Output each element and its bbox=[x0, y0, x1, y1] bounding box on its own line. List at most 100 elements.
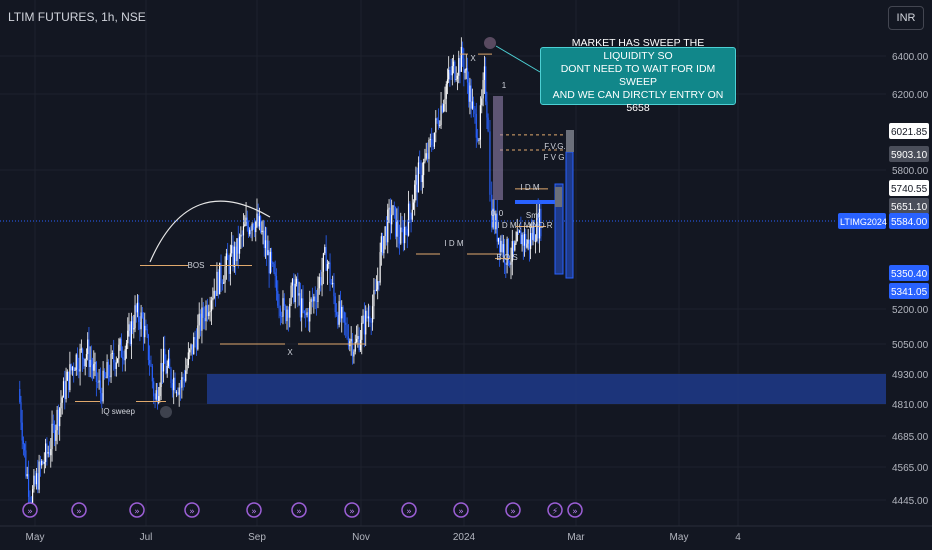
candle-body bbox=[396, 220, 398, 237]
candle-body bbox=[238, 236, 241, 254]
candle-body bbox=[397, 220, 399, 237]
candle-body bbox=[223, 282, 225, 284]
candle-body bbox=[385, 226, 388, 243]
event-icon: ⚡ bbox=[552, 507, 558, 517]
candle-body bbox=[136, 302, 139, 313]
y-tick-label: 5050.00 bbox=[892, 340, 929, 351]
currency-button[interactable]: INR bbox=[888, 6, 924, 30]
candle-body bbox=[525, 234, 527, 248]
candle-body bbox=[225, 253, 227, 267]
candle-body bbox=[158, 396, 160, 403]
event-icon: » bbox=[134, 507, 140, 517]
candle-body bbox=[110, 353, 112, 378]
event-icon bbox=[401, 502, 417, 518]
candle-body bbox=[26, 474, 28, 477]
candle-body bbox=[101, 393, 103, 402]
candle-body bbox=[87, 339, 89, 355]
candle-body bbox=[487, 117, 489, 132]
candle-body bbox=[89, 359, 91, 368]
price-tag bbox=[889, 180, 929, 196]
y-tick-label: 4685.00 bbox=[892, 432, 929, 443]
candle-body bbox=[125, 343, 128, 350]
candle-body bbox=[402, 228, 404, 244]
candle-body bbox=[209, 311, 211, 313]
event-icon bbox=[22, 502, 38, 518]
candle-body bbox=[27, 474, 30, 497]
candle-body bbox=[318, 277, 320, 289]
price-tag-label: 6021.85 bbox=[891, 127, 928, 138]
candle-body bbox=[93, 363, 95, 371]
candle-body bbox=[103, 370, 106, 377]
candle-body bbox=[79, 348, 81, 372]
candle-body bbox=[324, 247, 326, 254]
position-box bbox=[566, 130, 574, 152]
candle-body bbox=[294, 283, 296, 303]
event-icon bbox=[129, 502, 145, 518]
candle-body bbox=[346, 324, 348, 337]
candle-body bbox=[534, 240, 537, 242]
candle-body bbox=[155, 390, 157, 400]
candle-body bbox=[160, 363, 162, 388]
candle-body bbox=[235, 246, 237, 262]
candle-body bbox=[310, 299, 312, 302]
candle-body bbox=[415, 174, 417, 185]
candle-body bbox=[392, 205, 394, 215]
candle-body bbox=[401, 227, 403, 229]
x-tick-label: 4 bbox=[735, 532, 741, 543]
candle-body bbox=[335, 312, 338, 315]
candle-body bbox=[29, 496, 31, 503]
candle-body bbox=[446, 79, 449, 85]
current-price-tag bbox=[889, 213, 929, 229]
candle-body bbox=[88, 339, 90, 368]
candle-body bbox=[123, 358, 125, 361]
candle-body bbox=[240, 234, 242, 237]
candle-body bbox=[221, 282, 223, 284]
candle-body bbox=[373, 290, 375, 307]
candle-body bbox=[181, 377, 183, 388]
candle-body bbox=[129, 324, 131, 345]
candle-body bbox=[68, 371, 70, 391]
y-tick-label: 5800.00 bbox=[892, 166, 929, 177]
x-tick-label: Jul bbox=[140, 532, 153, 543]
candle-body bbox=[109, 375, 111, 378]
candle-body bbox=[99, 380, 102, 394]
candle-body bbox=[355, 338, 358, 342]
candle-body bbox=[76, 354, 79, 370]
candle-body bbox=[146, 329, 148, 335]
candle-body bbox=[50, 449, 52, 456]
candle-body bbox=[411, 209, 413, 220]
candle-body bbox=[233, 246, 235, 268]
candle-body bbox=[421, 175, 423, 183]
candle-body bbox=[290, 285, 292, 304]
annotation-note: MARKET HAS SWEEP THE LIQUIDITY SO DONT N… bbox=[540, 37, 736, 114]
candle-body bbox=[74, 369, 76, 371]
note-line: AND WE CAN DIRCTLY ENTRY ON 5658 bbox=[552, 89, 724, 114]
x-tick-label: May bbox=[26, 532, 45, 543]
candle-body bbox=[477, 137, 479, 141]
candle-body bbox=[536, 213, 538, 241]
candle-body bbox=[51, 423, 53, 450]
candle-body bbox=[165, 363, 167, 374]
position-box bbox=[554, 183, 564, 275]
annotation-label: F V G bbox=[544, 153, 565, 162]
candle-body bbox=[94, 362, 96, 364]
candle-body bbox=[317, 288, 319, 303]
candle-body bbox=[156, 390, 159, 403]
x-tick-label: Nov bbox=[352, 532, 370, 543]
candle-body bbox=[185, 370, 187, 381]
candle-body bbox=[229, 253, 231, 274]
candle-body bbox=[41, 461, 43, 466]
candle-body bbox=[116, 358, 119, 363]
candle-body bbox=[470, 85, 472, 109]
candle-body bbox=[69, 364, 71, 391]
candle-body bbox=[149, 360, 151, 364]
candle-body bbox=[449, 70, 451, 73]
candle-body bbox=[384, 226, 386, 237]
candle-body bbox=[322, 253, 325, 272]
candle-body bbox=[262, 230, 264, 232]
candle-body bbox=[538, 208, 541, 239]
event-icon bbox=[344, 502, 360, 518]
candle-body bbox=[295, 278, 298, 284]
retracement-box bbox=[493, 96, 503, 200]
